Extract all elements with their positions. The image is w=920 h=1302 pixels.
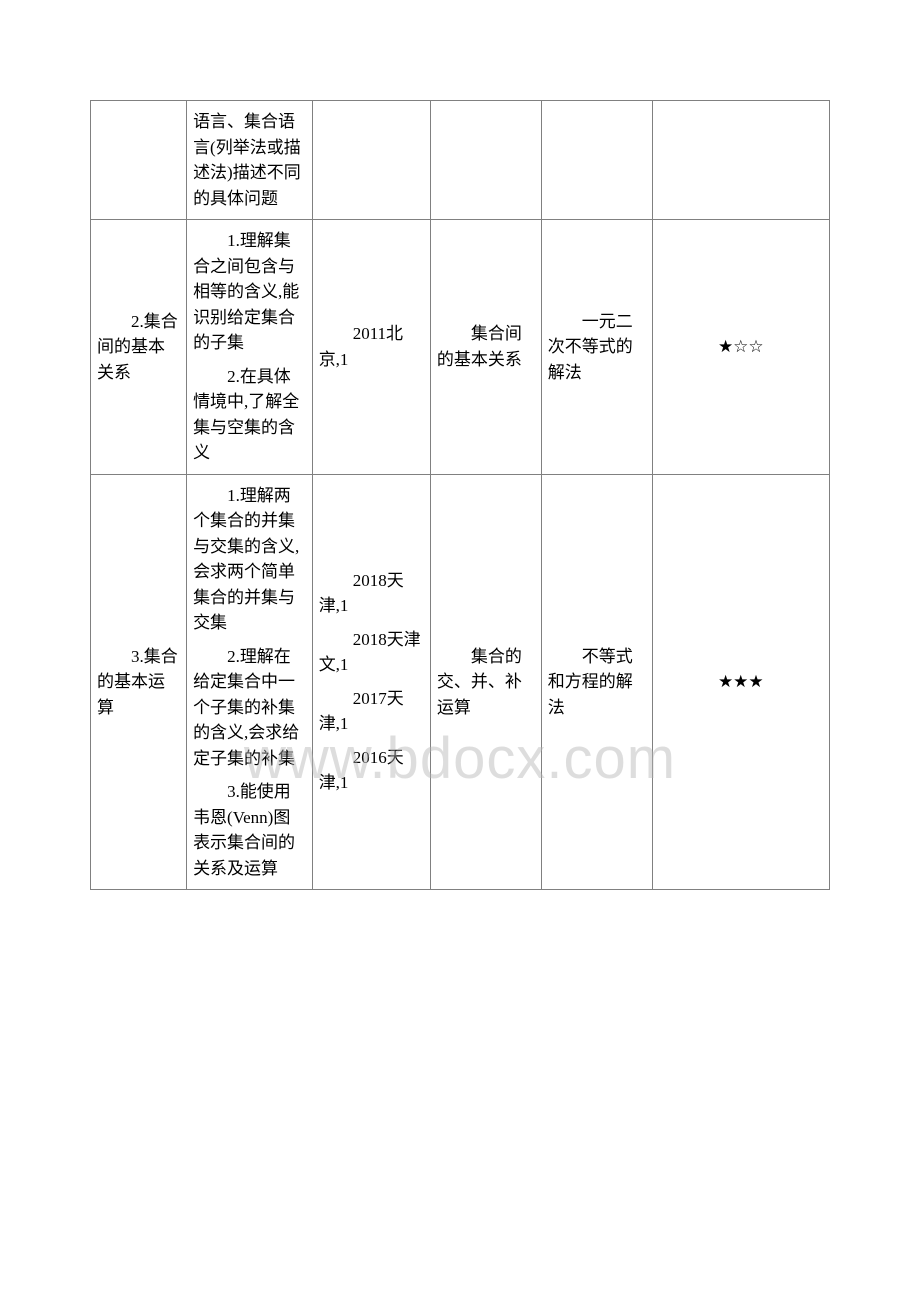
cell-reference [312, 101, 430, 220]
requirement-para: 2.理解在给定集合中一个子集的补集的含义,会求给定子集的补集 [193, 644, 306, 772]
cell-rating: ★★★ [652, 474, 829, 890]
cell-requirement: 1.理解两个集合的并集与交集的含义,会求两个简单集合的并集与交集 2.理解在给定… [187, 474, 313, 890]
cell-topic [91, 101, 187, 220]
cell-requirement: 语言、集合语言(列举法或描述法)描述不同的具体问题 [187, 101, 313, 220]
requirement-para: 2.在具体情境中,了解全集与空集的含义 [193, 364, 306, 466]
cell-rating [652, 101, 829, 220]
cell-keypoint: 集合的交、并、补运算 [430, 474, 541, 890]
reference-para: 2018天津,1 [319, 568, 424, 619]
requirement-para: 1.理解两个集合的并集与交集的含义,会求两个简单集合的并集与交集 [193, 483, 306, 636]
cell-rating: ★☆☆ [652, 220, 829, 475]
cell-keypoint [430, 101, 541, 220]
cell-requirement: 1.理解集合之间包含与相等的含义,能识别给定集合的子集 2.在具体情境中,了解全… [187, 220, 313, 475]
cell-related: 不等式和方程的解法 [541, 474, 652, 890]
requirement-para: 1.理解集合之间包含与相等的含义,能识别给定集合的子集 [193, 228, 306, 356]
cell-reference: 2018天津,1 2018天津文,1 2017天津,1 2016天津,1 [312, 474, 430, 890]
table-row: 2.集合间的基本关系 1.理解集合之间包含与相等的含义,能识别给定集合的子集 2… [91, 220, 830, 475]
cell-related [541, 101, 652, 220]
cell-related: 一元二次不等式的解法 [541, 220, 652, 475]
cell-keypoint: 集合间的基本关系 [430, 220, 541, 475]
requirement-para: 3.能使用韦恩(Venn)图表示集合间的关系及运算 [193, 779, 306, 881]
cell-topic: 2.集合间的基本关系 [91, 220, 187, 475]
reference-para: 2018天津文,1 [319, 627, 424, 678]
content-table: 语言、集合语言(列举法或描述法)描述不同的具体问题 2.集合间的基本关系 1.理… [90, 100, 830, 890]
cell-reference: 2011北京,1 [312, 220, 430, 475]
cell-topic: 3.集合的基本运算 [91, 474, 187, 890]
reference-para: 2016天津,1 [319, 745, 424, 796]
table-row: 语言、集合语言(列举法或描述法)描述不同的具体问题 [91, 101, 830, 220]
reference-para: 2017天津,1 [319, 686, 424, 737]
table-row: 3.集合的基本运算 1.理解两个集合的并集与交集的含义,会求两个简单集合的并集与… [91, 474, 830, 890]
